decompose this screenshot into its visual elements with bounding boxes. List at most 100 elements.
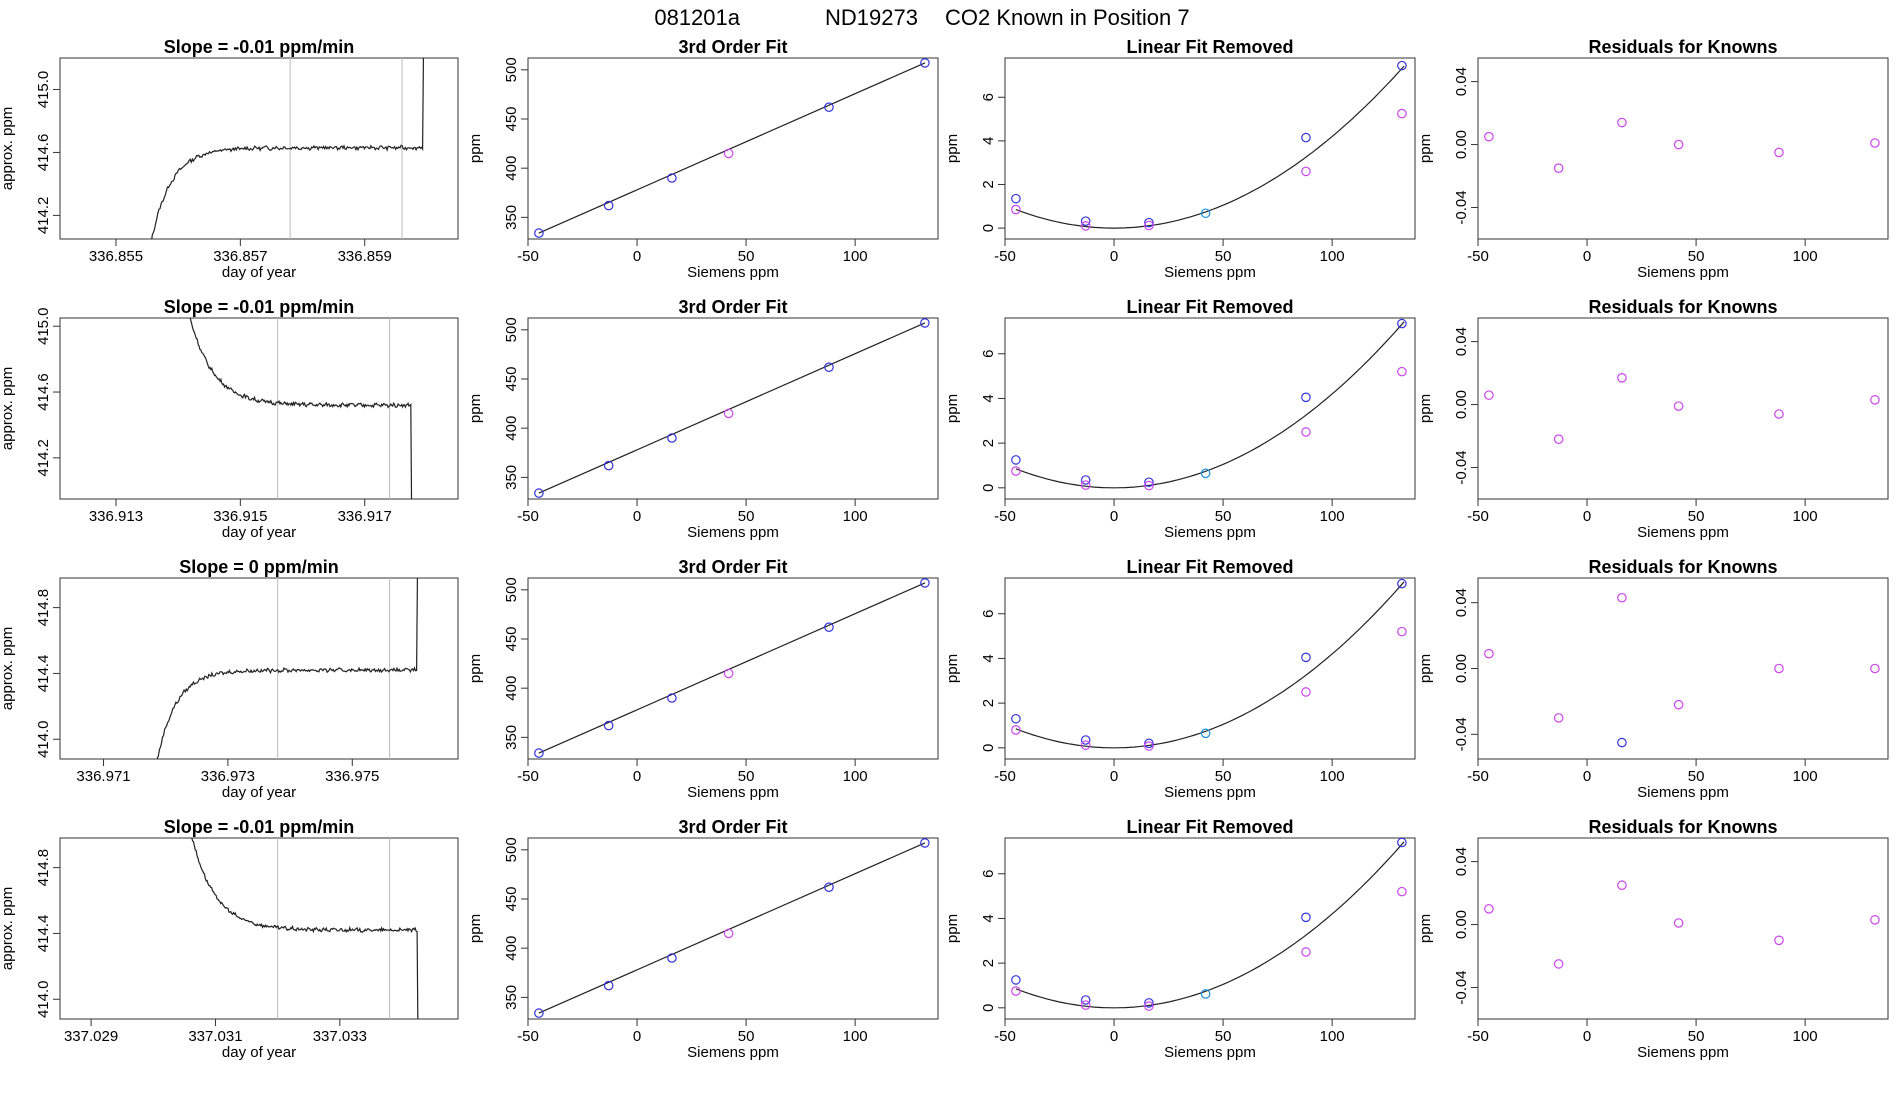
data-point — [1080, 480, 1091, 490]
x-tick-label: 100 — [1320, 508, 1345, 525]
x-tick-label: 100 — [843, 1028, 868, 1045]
panel-title: Slope = -0.01 ppm/min — [164, 37, 355, 57]
plot-area — [189, 318, 413, 499]
x-tick-label: 337.029 — [64, 1028, 118, 1045]
plot-frame — [59, 317, 459, 500]
panel-title: Residuals for Knowns — [1588, 37, 1777, 57]
data-point — [1553, 713, 1564, 723]
data-point — [1397, 366, 1407, 377]
fit-curve — [1015, 841, 1405, 1009]
data-point — [1011, 975, 1021, 985]
plot-area — [534, 838, 930, 1018]
panel-title: 3rd Order Fit — [678, 817, 787, 837]
data-point — [1200, 728, 1211, 739]
x-tick-label: -50 — [1467, 248, 1489, 265]
x-tick-label: 100 — [1793, 248, 1818, 265]
concentration-trace — [189, 318, 413, 499]
x-tick-label: 0 — [1110, 248, 1118, 265]
plot-frame — [59, 837, 459, 1020]
plot-frame — [1004, 57, 1416, 240]
plot-frame — [1477, 57, 1889, 240]
data-point — [1144, 217, 1154, 228]
x-tick-label: 336.975 — [325, 768, 379, 785]
plot-area — [191, 838, 419, 1019]
data-point — [1301, 912, 1311, 923]
x-tick-label: -50 — [994, 248, 1016, 265]
x-tick-label: 50 — [1215, 248, 1232, 265]
x-tick-label: -50 — [517, 508, 539, 525]
plot-frame — [1477, 317, 1889, 500]
x-tick-label: 0 — [1110, 508, 1118, 525]
y-tick-label: 0 — [980, 484, 997, 492]
x-axis-label: Siemens ppm — [687, 784, 779, 801]
data-point — [534, 228, 544, 238]
data-point — [1397, 318, 1407, 329]
plot-area — [1484, 117, 1880, 173]
x-tick-label: 50 — [1215, 768, 1232, 785]
y-tick-label: 6 — [980, 350, 997, 358]
data-point — [1397, 626, 1407, 637]
data-point — [1673, 401, 1684, 411]
y-tick-label: 500 — [503, 317, 520, 342]
data-point — [667, 433, 677, 443]
data-point — [1080, 475, 1091, 485]
y-tick-label: 414.6 — [35, 134, 52, 172]
data-point — [920, 578, 930, 588]
y-tick-label: 350 — [503, 465, 520, 490]
y-axis-label: ppm — [1417, 914, 1434, 943]
data-point — [534, 748, 544, 758]
data-point — [1011, 986, 1021, 996]
panel-title: 3rd Order Fit — [678, 557, 787, 577]
x-tick-label: 337.033 — [313, 1028, 367, 1045]
y-axis-label: ppm — [944, 654, 961, 683]
y-tick-label: 414.0 — [35, 720, 52, 758]
data-point — [1553, 163, 1564, 173]
data-point — [1080, 216, 1091, 226]
data-point — [1617, 592, 1627, 603]
y-tick-label: 350 — [503, 205, 520, 230]
plot-area — [534, 58, 930, 238]
data-point — [603, 200, 614, 211]
data-point — [1301, 652, 1311, 663]
x-tick-label: 0 — [1583, 248, 1591, 265]
data-point — [1011, 455, 1021, 465]
data-point — [1144, 738, 1154, 749]
plot-area — [534, 318, 930, 498]
panel-timeseries-0: Slope = -0.01 ppm/min 336.855 336.857 336.8… — [0, 37, 459, 281]
data-point — [1011, 466, 1021, 476]
x-tick-label: 336.971 — [76, 768, 130, 785]
y-tick-label: 400 — [503, 676, 520, 701]
panel-linear-3: Linear Fit Removed -50 0 50 100 0 2 4 6 Siemens p… — [944, 817, 1416, 1061]
data-point — [1870, 915, 1880, 925]
panel-fit-0: 3rd Order Fit -50 0 50 100 350 400 450 500 Siemen… — [467, 37, 939, 281]
x-tick-label: 100 — [843, 508, 868, 525]
y-tick-label: 0.04 — [1453, 847, 1470, 876]
plot-area — [1484, 373, 1880, 444]
x-axis-label: Siemens ppm — [1637, 524, 1729, 541]
x-tick-label: -50 — [994, 768, 1016, 785]
panel-resid-1: Residuals for Knowns -50 0 50 100 -0.04 0.00 0.… — [1417, 297, 1889, 541]
data-point — [534, 1008, 544, 1018]
x-tick-label: 0 — [1110, 1028, 1118, 1045]
data-point — [1870, 663, 1880, 674]
plot-area — [1011, 838, 1407, 1011]
plot-frame — [527, 837, 939, 1020]
panel-title: Residuals for Knowns — [1588, 817, 1777, 837]
data-point — [1011, 193, 1021, 204]
x-tick-label: 0 — [633, 1028, 641, 1045]
data-point — [920, 318, 930, 328]
plot-frame — [527, 57, 939, 240]
plot-area — [151, 58, 425, 239]
figure-title-desc: CO2 Known in Position 7 — [945, 5, 1190, 30]
data-point — [1011, 204, 1021, 215]
x-tick-label: 0 — [1583, 768, 1591, 785]
y-axis-label: ppm — [467, 394, 484, 423]
y-tick-label: 350 — [503, 725, 520, 750]
data-point — [1870, 395, 1880, 405]
y-tick-label: 450 — [503, 106, 520, 131]
data-point — [824, 882, 834, 892]
data-point — [723, 408, 734, 419]
x-tick-label: 336.917 — [338, 508, 392, 525]
data-point — [824, 102, 834, 112]
x-tick-label: 50 — [1688, 508, 1705, 525]
